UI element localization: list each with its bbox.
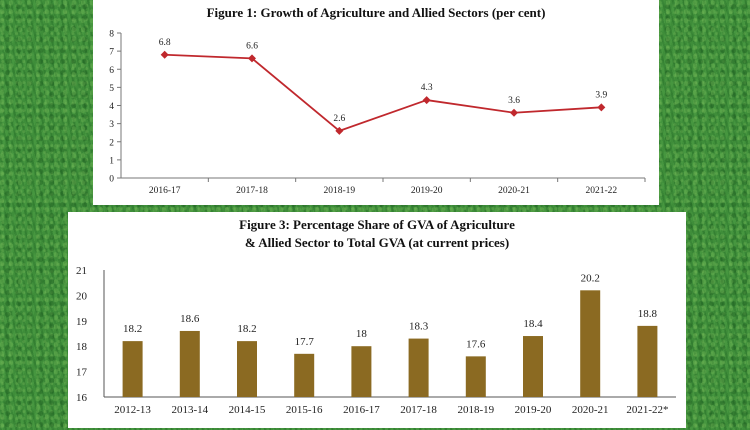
x-tick-label: 2018-19 bbox=[457, 404, 494, 416]
x-tick-label: 2016-17 bbox=[343, 404, 380, 416]
figure-1-line-chart: Figure 1: Growth of Agriculture and Alli… bbox=[109, 5, 646, 196]
bar bbox=[465, 356, 486, 397]
figure-3-title-line-1: Figure 3: Percentage Share of GVA of Agr… bbox=[239, 217, 515, 232]
data-label: 18 bbox=[356, 328, 368, 340]
data-label: 4.3 bbox=[421, 83, 433, 93]
x-tick-label: 2018-19 bbox=[323, 186, 355, 196]
figure-3-panel: Figure 3: Percentage Share of GVA of Agr… bbox=[68, 212, 686, 428]
data-label: 17.6 bbox=[466, 338, 486, 350]
figure-3-bar-chart: Figure 3: Percentage Share of GVA of Agr… bbox=[76, 217, 676, 416]
x-tick-label: 2015-16 bbox=[286, 404, 323, 416]
y-tick-label: 3 bbox=[109, 120, 114, 130]
data-label: 18.6 bbox=[180, 313, 200, 325]
bar bbox=[294, 353, 315, 397]
data-label: 3.9 bbox=[595, 90, 607, 100]
bar bbox=[237, 341, 257, 397]
data-label: 18.8 bbox=[638, 308, 658, 320]
bar bbox=[580, 290, 601, 397]
y-tick-label: 5 bbox=[109, 84, 114, 94]
bar bbox=[523, 336, 543, 397]
x-tick-label: 2020-21 bbox=[498, 186, 530, 196]
data-label: 3.6 bbox=[508, 96, 520, 106]
y-tick-label: 0 bbox=[109, 175, 114, 185]
data-label: 17.7 bbox=[295, 336, 315, 348]
figure-1-title: Figure 1: Growth of Agriculture and Alli… bbox=[207, 5, 546, 20]
y-tick-label: 7 bbox=[109, 48, 114, 58]
bar bbox=[122, 341, 143, 397]
data-point-marker bbox=[335, 126, 344, 135]
series-line-segment bbox=[251, 57, 340, 132]
y-tick-label: 20 bbox=[76, 290, 88, 302]
series-line-segment bbox=[339, 99, 427, 132]
data-label: 18.3 bbox=[409, 321, 429, 333]
x-tick-label: 2016-17 bbox=[149, 186, 181, 196]
series-line-segment bbox=[426, 99, 515, 114]
y-tick-label: 17 bbox=[76, 367, 88, 379]
y-tick-label: 2 bbox=[109, 138, 114, 148]
x-tick-label: 2017-18 bbox=[236, 186, 268, 196]
y-tick-label: 6 bbox=[109, 66, 114, 76]
y-tick-label: 19 bbox=[76, 316, 88, 328]
data-label: 20.2 bbox=[581, 272, 600, 284]
x-tick-label: 2017-18 bbox=[400, 404, 437, 416]
series-line-segment bbox=[513, 106, 602, 114]
y-tick-label: 21 bbox=[76, 265, 87, 277]
y-tick-label: 4 bbox=[109, 102, 114, 112]
series-line-segment bbox=[164, 53, 253, 60]
y-tick-label: 18 bbox=[76, 341, 88, 353]
y-tick-label: 16 bbox=[76, 392, 88, 404]
data-point-marker bbox=[597, 103, 606, 112]
data-label: 6.6 bbox=[246, 41, 258, 51]
x-tick-label: 2013-14 bbox=[171, 404, 208, 416]
bar bbox=[408, 338, 429, 397]
data-label: 2.6 bbox=[333, 114, 345, 124]
data-point-marker bbox=[422, 96, 431, 105]
y-tick-label: 1 bbox=[109, 156, 114, 166]
x-tick-label: 2019-20 bbox=[515, 404, 552, 416]
bar bbox=[351, 346, 372, 397]
bar bbox=[637, 325, 658, 397]
data-point-marker bbox=[510, 108, 518, 117]
data-label: 6.8 bbox=[159, 38, 171, 48]
x-tick-label: 2020-21 bbox=[572, 404, 609, 416]
bar bbox=[179, 330, 200, 397]
x-tick-label: 2019-20 bbox=[411, 186, 443, 196]
data-label: 18.2 bbox=[237, 323, 256, 335]
x-tick-label: 2021-22 bbox=[585, 186, 617, 196]
figure-1-panel: Figure 1: Growth of Agriculture and Alli… bbox=[93, 0, 659, 205]
data-label: 18.4 bbox=[523, 318, 543, 330]
x-tick-label: 2021-22* bbox=[626, 404, 668, 416]
x-tick-label: 2014-15 bbox=[229, 404, 266, 416]
data-label: 18.2 bbox=[123, 323, 142, 335]
figure-3-title-line-2: & Allied Sector to Total GVA (at current… bbox=[245, 235, 509, 250]
x-tick-label: 2012-13 bbox=[114, 404, 151, 416]
data-point-marker bbox=[248, 54, 256, 63]
data-point-marker bbox=[160, 50, 169, 59]
y-tick-label: 8 bbox=[109, 30, 114, 40]
